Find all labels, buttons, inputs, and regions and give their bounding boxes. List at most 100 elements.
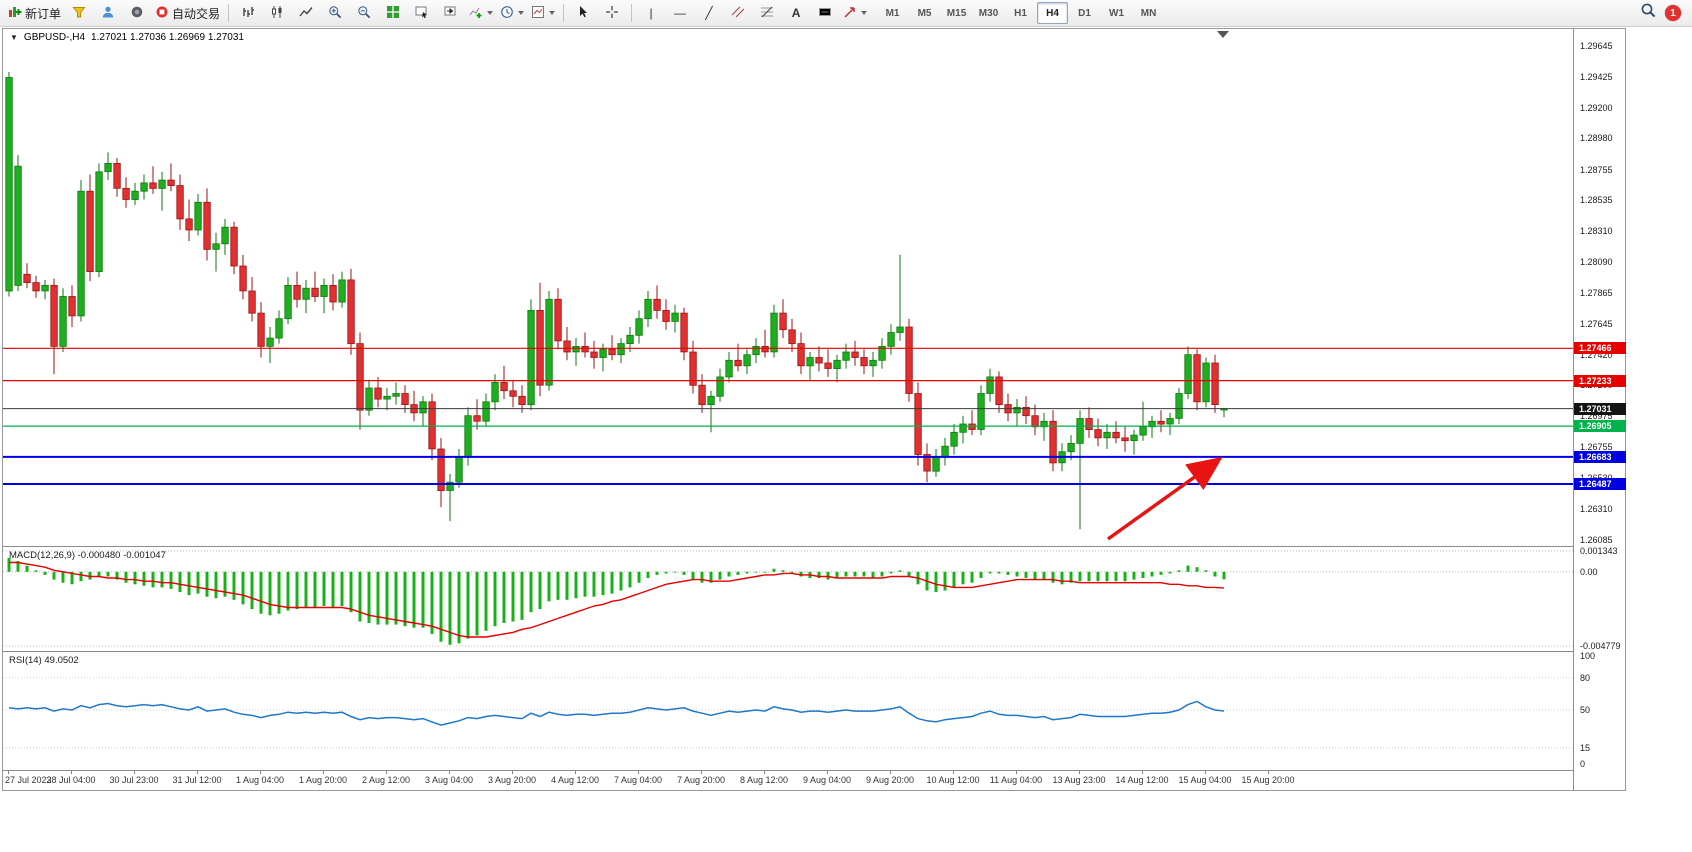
search-button[interactable] [1640, 2, 1657, 24]
panel-separator[interactable] [3, 546, 1625, 547]
price-axis-tick: 1.28310 [1580, 226, 1613, 237]
price-axis-tick: 1.28090 [1580, 256, 1613, 267]
timeframe-mn-button[interactable]: MN [1140, 7, 1157, 19]
channel-icon [731, 5, 745, 22]
price-axis-tick: 1.28980 [1580, 133, 1613, 144]
clock-icon [500, 5, 514, 22]
main-price-chart[interactable] [3, 29, 1573, 546]
label-tool-button[interactable] [811, 2, 839, 24]
channel-tool-button[interactable] [724, 2, 752, 24]
funnel-button[interactable] [65, 2, 93, 24]
community-button[interactable] [94, 2, 122, 24]
time-axis-label: 11 Aug 04:00 [989, 775, 1043, 785]
price-tag: 1.26487 [1574, 478, 1626, 491]
time-axis-label: 1 Aug 04:00 [235, 775, 285, 785]
price-axis-tick: 1.29425 [1580, 71, 1613, 82]
trendline-tool-button[interactable]: ╱ [695, 2, 723, 24]
line-chart-mode-button[interactable] [292, 2, 320, 24]
arrow-shape-icon [843, 5, 857, 22]
crosshair-tool-button[interactable] [598, 2, 626, 24]
templates-button[interactable] [528, 2, 558, 24]
time-axis-tick [1268, 771, 1269, 774]
dropdown-caret [518, 11, 525, 15]
price-axis[interactable]: 1.29645 1.29425 1.29200 1.28980 1.28755 1.285… [1573, 29, 1626, 790]
auto-scroll-button[interactable] [408, 2, 436, 24]
time-axis-tick [701, 771, 702, 774]
price-axis-tick: 1.26755 [1580, 441, 1613, 452]
vertical-line-tool-button[interactable]: | [637, 2, 665, 24]
price-axis-tick: 1.26310 [1580, 503, 1613, 514]
timeframe-h4-button[interactable]: H4 [1037, 2, 1069, 24]
chart-title: ▼ GBPUSD-,H4 1.27021 1.27036 1.26969 1.2… [10, 32, 244, 43]
time-axis-tick [890, 771, 891, 774]
tile-windows-button[interactable] [379, 2, 407, 24]
periods-button[interactable] [497, 2, 527, 24]
shapes-tool-button[interactable] [840, 2, 870, 24]
rsi-axis-tick: 80 [1580, 672, 1591, 683]
panel-separator[interactable] [3, 651, 1625, 652]
timeframe-d1-button[interactable]: D1 [1078, 7, 1091, 19]
macd-axis-tick: 0.00 [1580, 566, 1598, 577]
zoom-in-button[interactable] [321, 2, 349, 24]
price-tag: 1.27031 [1574, 402, 1626, 415]
time-axis-tick [638, 771, 639, 774]
price-axis-tick: 1.29200 [1580, 103, 1613, 113]
horizontal-line-tool-button[interactable]: — [666, 2, 694, 24]
timeframe-w1-button[interactable]: W1 [1109, 7, 1125, 19]
timeframe-m30-button[interactable]: M30 [978, 7, 999, 19]
timeframe-h1-button[interactable]: H1 [1014, 7, 1027, 19]
notification-badge[interactable]: 1 [1665, 5, 1681, 21]
toolbar-separator [631, 4, 633, 22]
price-tag: 1.26683 [1574, 450, 1626, 463]
new-order-button[interactable]: 新订单 [5, 2, 64, 24]
trendline-icon: ╱ [705, 6, 713, 20]
price-tag: 1.26905 [1574, 420, 1626, 433]
time-axis-label: 15 Aug 04:00 [1178, 775, 1232, 785]
auto-trading-button[interactable]: 自动交易 [152, 2, 223, 24]
vertical-line-icon: | [649, 6, 653, 20]
zoom-out-button[interactable] [350, 2, 378, 24]
time-axis-tick [827, 771, 828, 774]
time-axis[interactable]: 27 Jul 2023 28 Jul 04:00 30 Jul 23:00 31 Ju… [3, 771, 1573, 789]
time-axis-label: 28 Jul 04:00 [46, 775, 96, 785]
price-tag: 1.27233 [1574, 374, 1626, 387]
headset-button[interactable] [123, 2, 151, 24]
fibonacci-tool-button[interactable] [753, 2, 781, 24]
zoom-out-icon [357, 5, 371, 22]
macd-values: -0.000480 -0.001047 [77, 550, 166, 561]
macd-indicator-panel[interactable] [3, 547, 1573, 650]
time-axis-label: 7 Aug 04:00 [613, 775, 663, 785]
text-tool-button[interactable]: A [782, 2, 810, 24]
time-axis-label: 9 Aug 20:00 [865, 775, 915, 785]
chart-shift-icon [444, 5, 458, 22]
time-axis-label: 31 Jul 12:00 [172, 775, 222, 785]
time-axis-tick [197, 771, 198, 774]
chart-shift-button[interactable] [437, 2, 465, 24]
time-axis-label: 3 Aug 04:00 [424, 775, 474, 785]
indicators-button[interactable] [466, 2, 496, 24]
time-axis-tick [1079, 771, 1080, 774]
timeframe-m15-button[interactable]: M15 [946, 7, 967, 19]
time-axis-tick [134, 771, 135, 774]
candle-chart-mode-button[interactable] [263, 2, 291, 24]
person-icon [101, 5, 115, 22]
panel-separator[interactable] [3, 770, 1625, 771]
collapse-triangle-icon[interactable]: ▼ [10, 33, 18, 42]
timeframe-m1-button[interactable]: M1 [885, 7, 900, 19]
rsi-indicator-panel[interactable] [3, 652, 1573, 769]
time-axis-tick [386, 771, 387, 774]
new-order-icon [8, 5, 22, 22]
price-axis-tick: 1.28755 [1580, 164, 1613, 175]
time-axis-tick [1142, 771, 1143, 774]
chart-window: 1.29645 1.29425 1.29200 1.28980 1.28755 1.285… [2, 28, 1626, 791]
bar-chart-mode-button[interactable] [234, 2, 262, 24]
rsi-axis-tick: 15 [1580, 742, 1591, 753]
rsi-axis-tick: 50 [1580, 705, 1591, 715]
timeframe-m5-button[interactable]: M5 [917, 7, 932, 19]
macd-axis-tick: 0.001343 [1580, 546, 1618, 556]
cursor-tool-button[interactable] [569, 2, 597, 24]
time-axis-tick [71, 771, 72, 774]
headset-icon [130, 5, 144, 22]
price-axis-tick: 1.29645 [1580, 41, 1613, 52]
